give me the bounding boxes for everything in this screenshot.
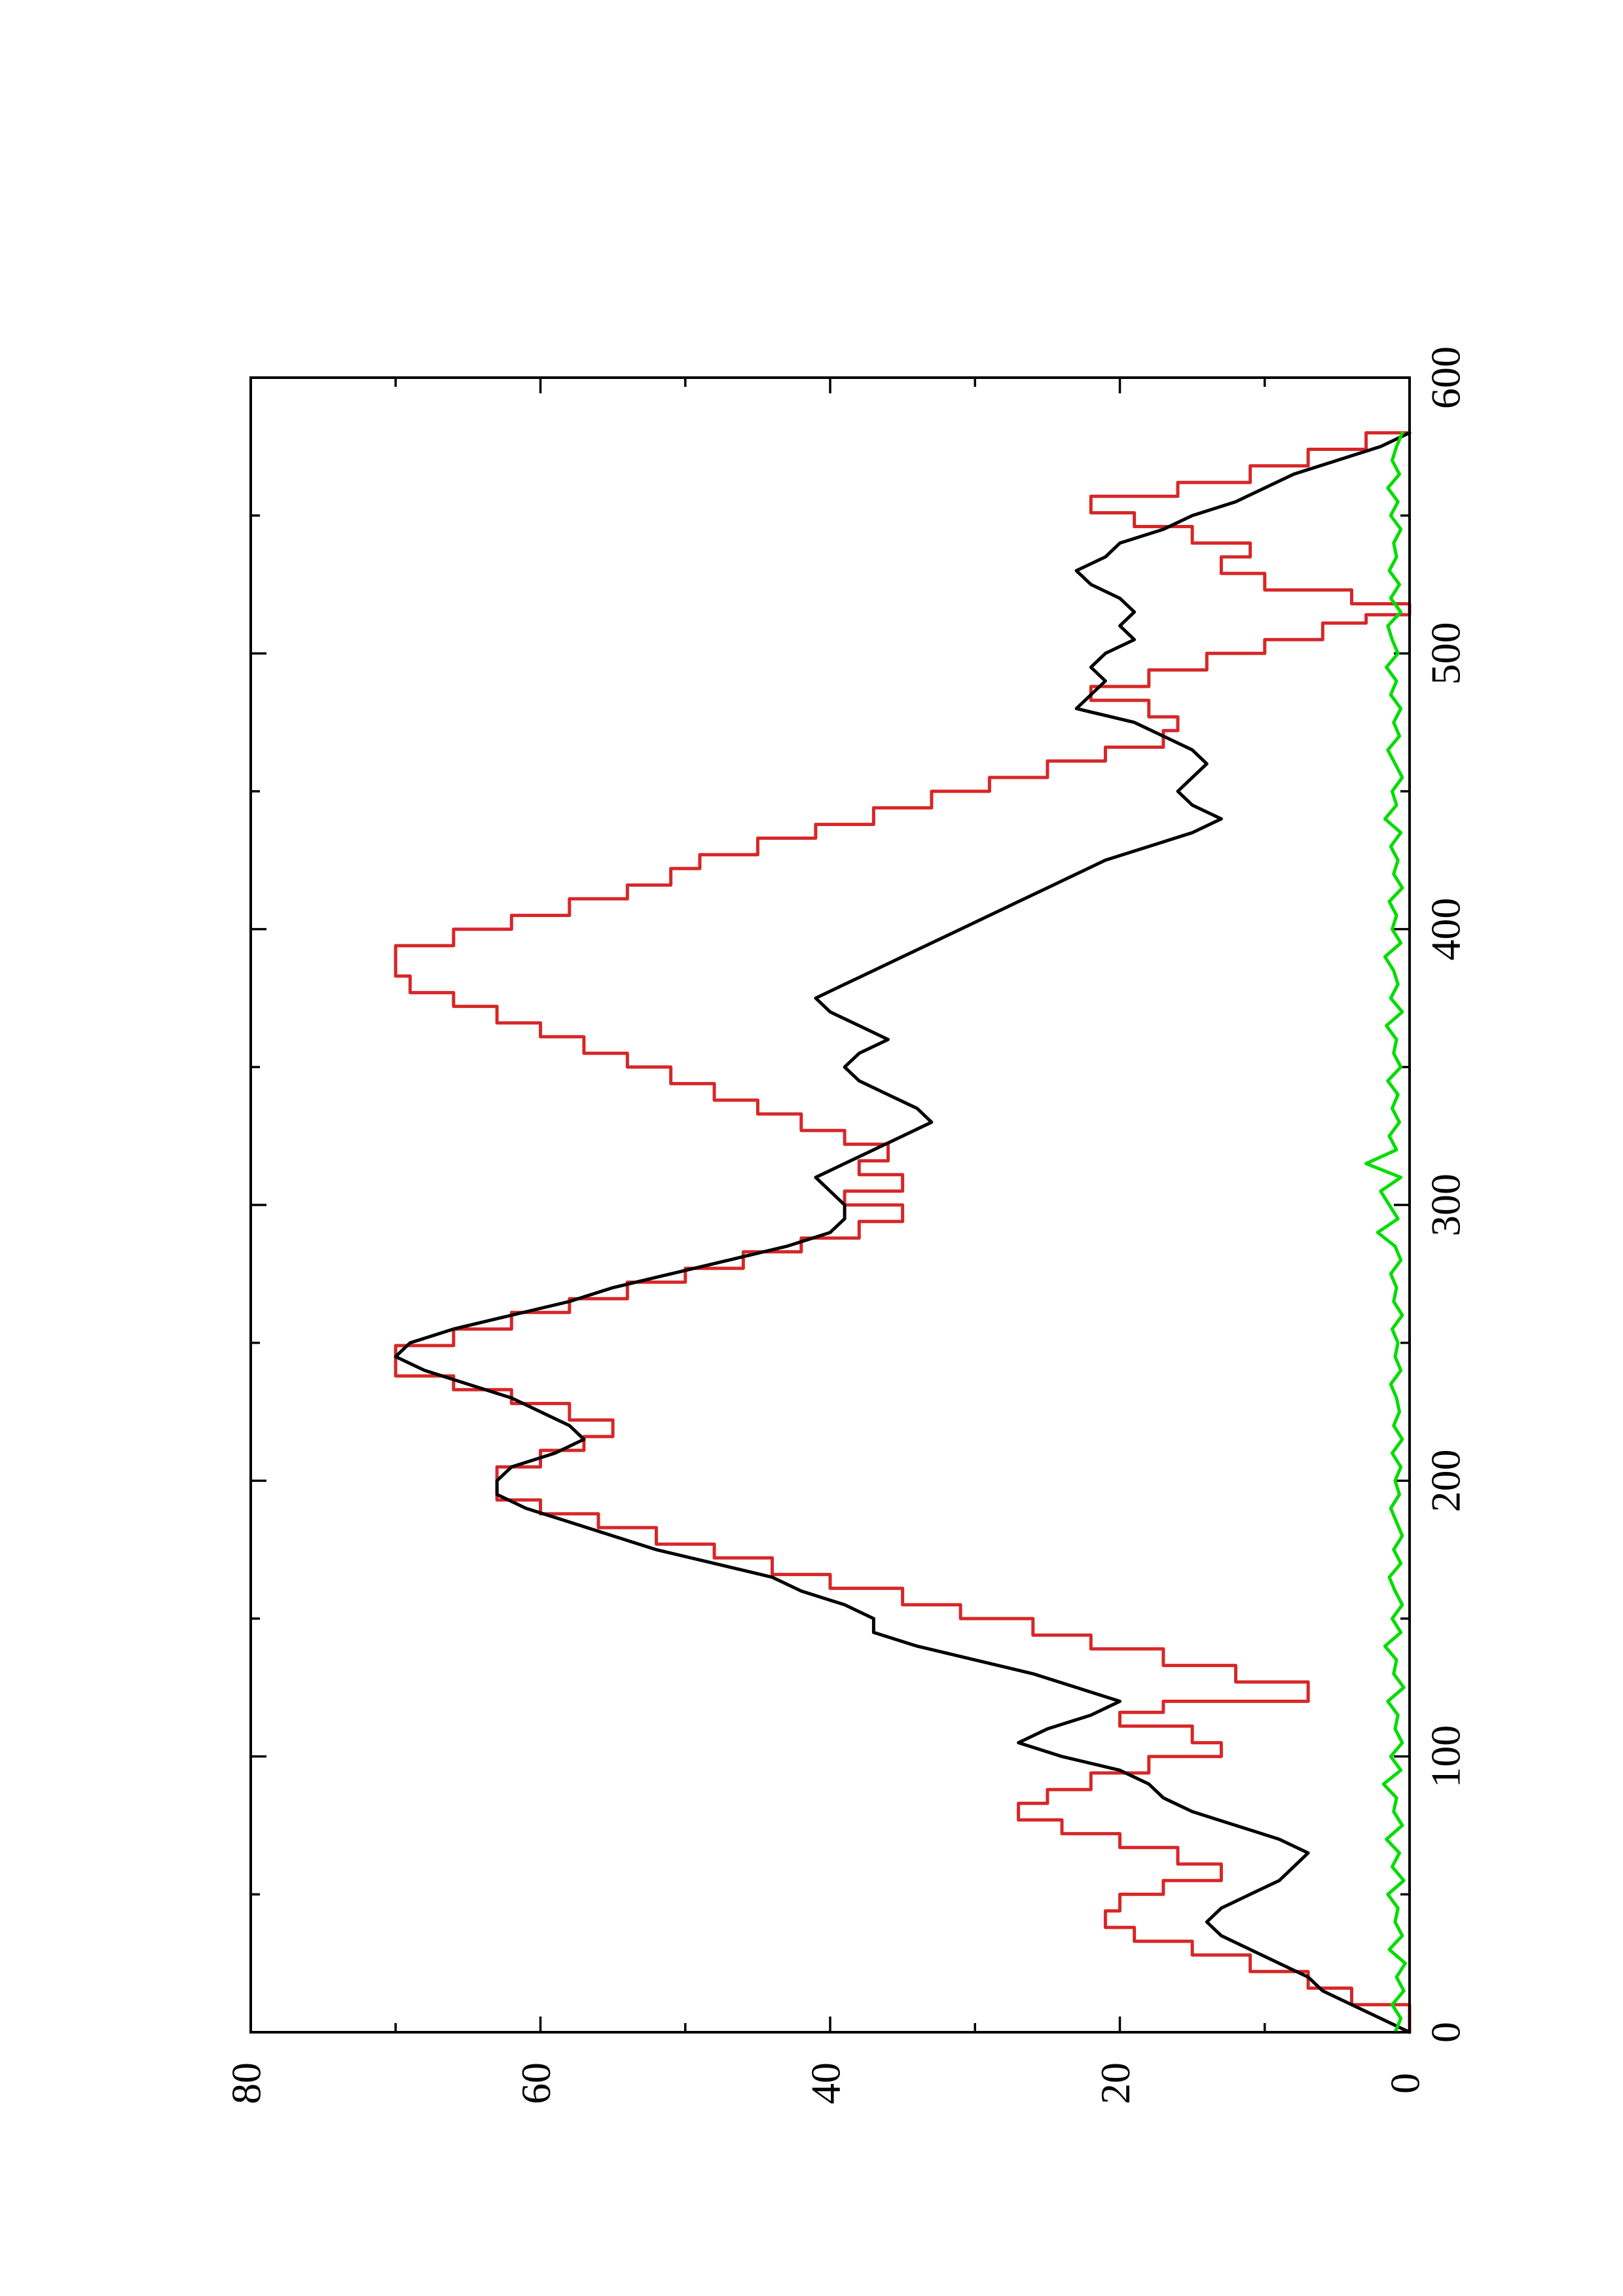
plot-frame xyxy=(249,376,1411,2034)
y-tick-label: 40 xyxy=(803,2062,849,2104)
x-tick-label: 100 xyxy=(1423,1725,1469,1788)
y-tick-label: 60 xyxy=(513,2062,559,2104)
y-tick-label: 20 xyxy=(1092,2062,1139,2104)
series-layer xyxy=(393,431,1412,2034)
y-tick-label: 0 xyxy=(1382,2073,1429,2094)
y-tick-label: 80 xyxy=(223,2062,270,2104)
series-line-3 xyxy=(1364,431,1407,2034)
tick-labels: 0 100 200 300 400 500 600 0 20 40 60 80 xyxy=(223,346,1469,2104)
series-line-1 xyxy=(393,431,1412,2034)
series-line-2 xyxy=(393,431,1412,2034)
x-tick-label: 0 xyxy=(1423,2022,1469,2043)
x-tick-label: 300 xyxy=(1423,1174,1469,1236)
x-tick-label: 200 xyxy=(1423,1449,1469,1512)
axis-ticks xyxy=(249,376,1411,2034)
x-tick-label: 600 xyxy=(1423,346,1469,409)
x-tick-label: 400 xyxy=(1423,898,1469,961)
x-tick-label: 500 xyxy=(1423,622,1469,685)
